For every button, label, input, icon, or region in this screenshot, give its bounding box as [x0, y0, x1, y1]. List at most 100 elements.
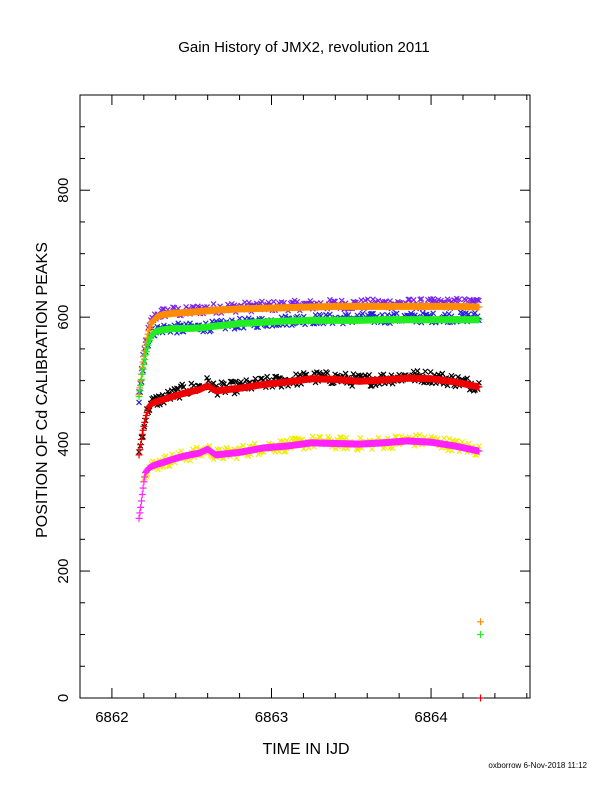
series-2-point — [272, 373, 278, 380]
series-1-point — [430, 310, 437, 317]
y-tick-label: 0 — [55, 694, 72, 702]
series-5-point — [143, 344, 151, 352]
series-0-point — [417, 296, 424, 303]
series-0-point — [210, 301, 217, 307]
series-2-point — [455, 374, 461, 380]
series-6-point — [135, 451, 143, 459]
series-2-point — [380, 371, 387, 378]
series-3-point — [416, 432, 423, 438]
series-6-point — [137, 435, 145, 443]
series-3-point — [317, 434, 324, 441]
series-6-point — [137, 441, 145, 449]
series-5-point — [136, 387, 144, 395]
series-1-point — [345, 312, 352, 318]
series-3-point — [338, 434, 344, 441]
series-7-point — [475, 447, 483, 455]
series-3-point — [240, 442, 246, 449]
y-tick-label: 800 — [55, 178, 72, 203]
series-0-point — [245, 299, 252, 306]
series-6-point — [140, 422, 148, 430]
extra-point-1 — [477, 631, 485, 639]
series-3-point — [283, 437, 290, 444]
y-tick-label: 400 — [55, 432, 72, 457]
series-6-point — [138, 430, 146, 438]
plot-frame — [79, 94, 531, 699]
y-tick-label: 600 — [55, 305, 72, 330]
series-3-point — [233, 455, 240, 462]
series-0-point — [270, 298, 277, 305]
series-7-point — [140, 478, 148, 486]
series-5-point — [139, 365, 147, 373]
series-2-point — [264, 373, 271, 380]
series-0-point — [418, 296, 425, 302]
series-5-point — [137, 376, 145, 384]
series-1-point — [370, 310, 376, 317]
data-points — [135, 295, 485, 702]
x-axis-label: TIME IN IJD — [262, 741, 349, 758]
series-7-point — [137, 503, 145, 511]
series-2-point — [204, 375, 210, 381]
series-4-point — [475, 303, 483, 311]
y-tick-label: 200 — [55, 559, 72, 584]
footer-stamp: oxborrow 6-Nov-2018 11:12 — [488, 761, 587, 770]
series-0-point — [387, 298, 393, 305]
series-0-point — [338, 297, 345, 304]
series-5-point — [137, 381, 145, 389]
series-1-point — [419, 310, 426, 317]
series-2-point — [439, 370, 446, 377]
series-2-point — [422, 368, 429, 375]
series-2-point — [164, 388, 171, 395]
series-6-point — [141, 418, 149, 426]
series-3-point — [357, 435, 364, 441]
series-2-point — [180, 383, 187, 390]
series-0-point — [469, 298, 476, 305]
series-0-point — [456, 296, 463, 303]
series-2-point — [414, 367, 421, 374]
series-3-point — [216, 446, 223, 452]
series-1-point — [136, 399, 142, 406]
series-2-point — [252, 375, 259, 382]
series-7-point — [135, 514, 143, 522]
series-3-point — [336, 434, 343, 441]
series-3-point — [251, 440, 258, 447]
series-1-point — [326, 311, 333, 318]
series-7-point — [138, 491, 146, 499]
series-2-point — [367, 383, 374, 389]
series-3-point — [162, 452, 169, 459]
y-axis-label: POSITION OF Cd CALIBRATION PEAKS — [34, 242, 51, 538]
series-3-point — [178, 448, 185, 455]
series-6-point — [136, 446, 144, 454]
series-2-point — [232, 378, 239, 385]
series-0-point — [265, 299, 272, 306]
series-5-point — [144, 341, 152, 349]
series-2-point — [464, 375, 471, 382]
series-4-point — [138, 364, 146, 372]
series-7-point — [137, 497, 145, 505]
series-6-point — [139, 426, 147, 434]
series-7-point — [136, 509, 144, 517]
series-2-point — [342, 370, 349, 377]
series-7-point — [139, 484, 147, 492]
extra-point-2 — [477, 694, 485, 702]
series-2-point — [366, 371, 373, 378]
series-3-point — [193, 444, 200, 451]
series-0-point — [476, 297, 482, 304]
series-3-point — [389, 445, 396, 452]
series-4-point — [140, 352, 148, 360]
axis-ticks: 6862 6863 6864 0 200 400 600 800 — [55, 95, 530, 726]
x-tick-label: 6863 — [255, 709, 288, 726]
series-1-point — [359, 310, 366, 317]
series-1-point — [393, 310, 400, 317]
series-5-point — [142, 348, 150, 356]
extra-point-0 — [477, 618, 485, 626]
x-tick-label: 6864 — [414, 709, 447, 726]
series-3-point — [369, 446, 375, 452]
series-3-point — [446, 435, 453, 442]
series-7-point — [141, 473, 149, 481]
series-3-point — [441, 435, 448, 442]
series-5-point — [138, 370, 146, 378]
series-2-point — [324, 370, 331, 376]
series-0-point — [294, 298, 301, 305]
x-tick-label: 6862 — [95, 709, 128, 726]
